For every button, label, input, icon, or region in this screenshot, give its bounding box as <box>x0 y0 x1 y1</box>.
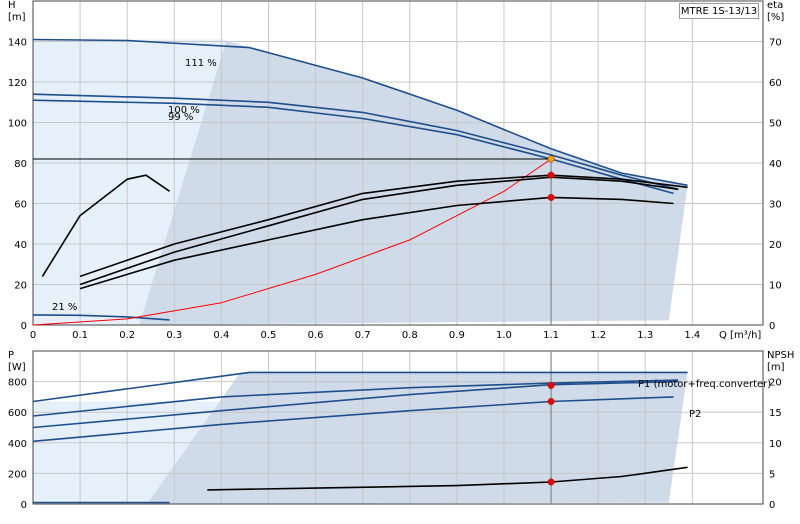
x-tick-label: 0.4 <box>213 330 229 341</box>
y-right-tick-label: 0 <box>769 500 775 511</box>
series-line-npsh <box>207 466 688 491</box>
operating-point <box>547 478 555 486</box>
curve-label: 21 % <box>52 302 77 313</box>
y-left-tick-label: 400 <box>8 439 27 450</box>
y-right-axis-unit: [%] <box>767 12 784 23</box>
y-left-tick-label: 100 <box>8 119 27 130</box>
y-right-axis-unit: [m] <box>767 362 785 373</box>
series-line-99- <box>32 99 674 195</box>
model-label: MTRE 1S-13/13 <box>679 3 759 19</box>
y-left-tick-label: 120 <box>8 78 27 89</box>
y-right-tick-label: 15 <box>769 408 782 419</box>
x-tick-label: 1.4 <box>684 330 700 341</box>
y-left-axis-unit: [m] <box>8 12 26 23</box>
y-right-tick-label: 40 <box>769 159 782 170</box>
y-right-tick-label: 60 <box>769 78 782 89</box>
series-line-p1-99 <box>32 380 679 429</box>
x-tick-label: 0.7 <box>355 330 371 341</box>
series-label: P1 (motor+freq.converter) <box>638 379 771 390</box>
x-tick-label: 0.3 <box>166 330 182 341</box>
y-right-axis-title: NPSH <box>767 350 794 361</box>
series-line-system <box>32 158 552 326</box>
series-line-p2 <box>32 396 674 443</box>
series-line-eta-111 <box>79 174 688 278</box>
plot-frame <box>32 0 764 326</box>
series-line-p1-motor-freq-converter- <box>32 371 688 403</box>
y-right-tick-label: 50 <box>769 119 782 130</box>
y-left-axis-unit: [W] <box>8 362 26 373</box>
series-line-p1-100 <box>32 379 679 417</box>
operating-point <box>547 155 555 163</box>
x-tick-label: 1.1 <box>543 330 559 341</box>
operating-point <box>547 171 555 179</box>
y-right-tick-label: 10 <box>769 281 782 292</box>
y-right-tick-label: 20 <box>769 240 782 251</box>
y-right-tick-label: 30 <box>769 200 782 211</box>
y-left-axis-title: H <box>8 0 16 11</box>
power-npsh-panel: 0 200 400 600 800 0 5 10 15 20 P[W] NPSH[m] P1 (moto… <box>8 350 794 511</box>
x-tick-label: 0.5 <box>261 330 277 341</box>
series-line-21- <box>32 314 170 321</box>
series-line-eta-100 <box>79 176 679 286</box>
y-left-tick-label: 0 <box>21 500 27 511</box>
x-tick-label: 0.6 <box>308 330 324 341</box>
y-right-tick-label: 5 <box>769 469 775 480</box>
y-right-tick-label: 20 <box>769 378 782 389</box>
y-right-tick-label: 10 <box>769 439 782 450</box>
y-left-tick-label: 60 <box>14 200 27 211</box>
series-line-111- <box>32 38 688 187</box>
curve-label: 99 % <box>168 112 193 123</box>
y-left-tick-label: 200 <box>8 469 27 480</box>
x-tick-label: 0.1 <box>72 330 88 341</box>
x-axis-label: Q [m³/h] <box>719 330 761 341</box>
series-line-eta-21 <box>41 174 171 277</box>
y-left-axis-title: P <box>8 350 14 361</box>
light-operating-area <box>33 39 227 325</box>
x-tick-label: 0.9 <box>449 330 465 341</box>
curve-label: 111 % <box>185 58 217 69</box>
operating-area <box>147 372 688 504</box>
head-efficiency-panel: 0 20 40 60 80 100 120 140 0 10 20 30 40 50 60 70 0 0.1 0.2… <box>8 0 784 341</box>
series-line-100- <box>32 93 679 191</box>
y-left-tick-label: 80 <box>14 159 27 170</box>
operating-point <box>547 193 555 201</box>
y-right-tick-label: 0 <box>769 321 775 332</box>
y-right-axis-title: eta <box>767 0 783 11</box>
y-left-tick-label: 0 <box>21 321 27 332</box>
y-left-tick-label: 40 <box>14 240 27 251</box>
operating-point <box>547 381 555 389</box>
y-left-tick-label: 140 <box>8 38 27 49</box>
series-line-eta-99 <box>79 196 674 290</box>
operating-point <box>547 398 555 405</box>
curve-label: 100 % <box>168 105 200 116</box>
x-tick-label: 1.3 <box>637 330 653 341</box>
y-left-tick-label: 20 <box>14 281 27 292</box>
series-label: P2 <box>689 409 701 420</box>
y-left-tick-label: 800 <box>8 378 27 389</box>
y-right-tick-label: 70 <box>769 38 782 49</box>
x-tick-label: 1.2 <box>590 330 606 341</box>
y-left-tick-label: 600 <box>8 408 27 419</box>
x-tick-label: 1.0 <box>496 330 512 341</box>
x-tick-label: 0 <box>30 330 36 341</box>
x-tick-label: 0.8 <box>402 330 418 341</box>
x-tick-label: 0.2 <box>119 330 135 341</box>
